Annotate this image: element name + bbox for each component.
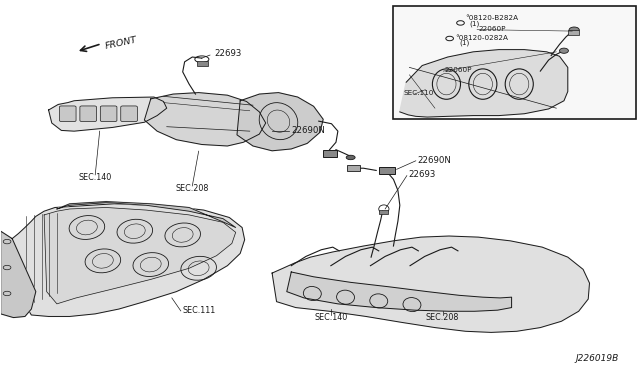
Polygon shape [145,93,266,146]
Text: 22693: 22693 [214,49,242,58]
Text: 22060P: 22060P [445,67,472,73]
Text: SEC.140: SEC.140 [79,173,112,182]
Text: °08120-0282A: °08120-0282A [456,35,508,41]
Bar [379,211,388,214]
Polygon shape [1,231,36,318]
Text: SEC.111: SEC.111 [182,306,216,315]
Polygon shape [12,204,244,317]
FancyBboxPatch shape [100,106,117,122]
Text: SEC.110: SEC.110 [403,90,433,96]
Text: SEC.208: SEC.208 [175,185,209,193]
Text: 22060P: 22060P [478,26,506,32]
Polygon shape [400,49,568,117]
Polygon shape [237,93,323,151]
Bar [347,165,360,171]
Bar [394,6,636,119]
Text: 22690N: 22690N [291,126,325,135]
Polygon shape [287,272,511,311]
Polygon shape [44,208,236,304]
FancyBboxPatch shape [60,106,76,122]
FancyBboxPatch shape [80,106,97,122]
Bar [323,150,337,157]
Text: FRONT: FRONT [104,35,138,51]
Bar [379,167,396,174]
Bar [568,30,579,35]
Text: J226019B: J226019B [575,354,619,363]
Polygon shape [49,97,167,131]
Polygon shape [57,202,236,228]
Text: SEC.208: SEC.208 [426,313,460,322]
Ellipse shape [559,48,568,53]
Text: °08120-B282A: °08120-B282A [466,16,519,22]
Text: 22690N: 22690N [417,155,451,164]
Bar [197,61,207,65]
Polygon shape [272,236,589,333]
Text: (1): (1) [469,20,480,27]
Ellipse shape [346,155,355,160]
Text: (1): (1) [460,40,470,46]
FancyBboxPatch shape [121,106,138,122]
Text: 22693: 22693 [408,170,435,179]
Text: SEC.140: SEC.140 [315,313,348,322]
Ellipse shape [569,27,579,33]
